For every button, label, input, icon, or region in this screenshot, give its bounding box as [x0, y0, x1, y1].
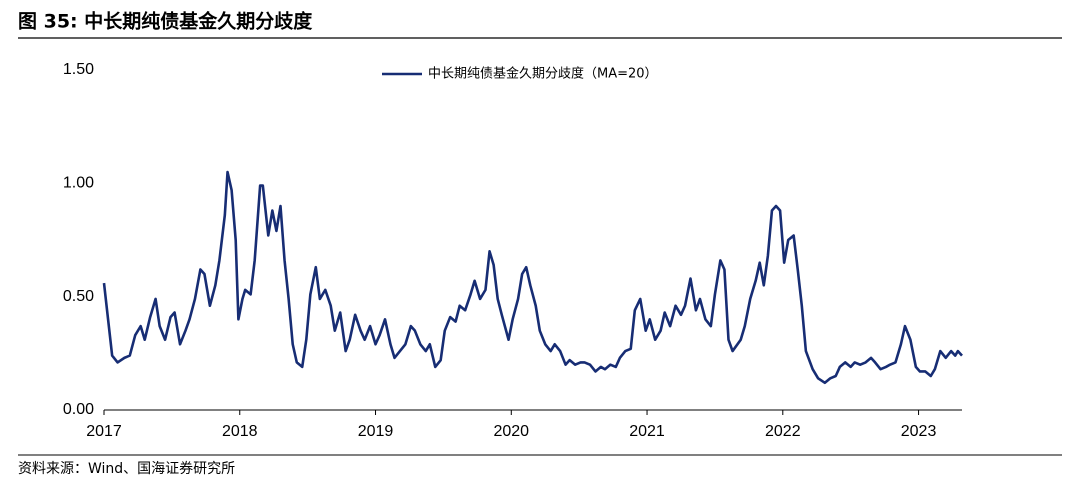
x-tick-label: 2017 — [86, 423, 122, 440]
y-tick-label: 0.50 — [63, 288, 94, 305]
data-line — [102, 170, 963, 385]
source-note: 资料来源：Wind、国海证券研究所 — [18, 461, 235, 477]
y-tick-label: 1.00 — [63, 175, 94, 192]
y-tick-label: 0.00 — [63, 401, 94, 418]
x-tick-label: 2023 — [901, 423, 937, 440]
chart-title: 图 35: 中长期纯债基金久期分歧度 — [18, 10, 313, 33]
x-tick-label: 2019 — [358, 423, 394, 440]
x-tick-label: 2020 — [493, 423, 529, 440]
x-tick-label: 2021 — [629, 423, 665, 440]
y-tick-label: 1.50 — [63, 61, 94, 78]
x-tick-label: 2022 — [765, 423, 801, 440]
legend-label: 中长期纯债基金久期分歧度（MA=20） — [428, 66, 658, 82]
x-tick-label: 2018 — [222, 423, 258, 440]
